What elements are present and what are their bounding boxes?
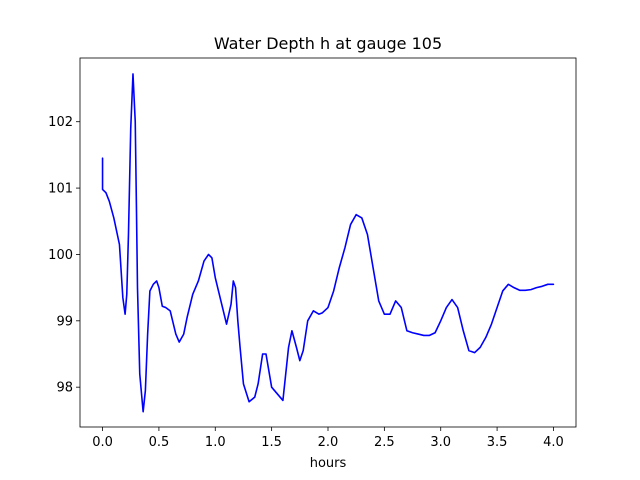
y-tick-label: 100 — [48, 248, 73, 263]
x-tick-label: 2.5 — [374, 435, 395, 450]
plot-area — [79, 57, 577, 428]
x-tick-label: 0.0 — [92, 435, 113, 450]
x-tick-label: 3.0 — [430, 435, 451, 450]
series-line — [101, 73, 555, 413]
y-tick-label: 98 — [56, 381, 73, 396]
y-tick-label: 99 — [56, 314, 73, 329]
y-tick-label: 102 — [48, 115, 73, 130]
x-tick-label: 4.0 — [543, 435, 564, 450]
x-tick-label: 0.5 — [149, 435, 170, 450]
x-tick-label: 3.5 — [487, 435, 508, 450]
y-tick-label: 101 — [48, 182, 73, 197]
x-tick-label: 1.0 — [205, 435, 226, 450]
x-axis-label: hours — [310, 456, 347, 471]
plot-background — [80, 58, 576, 427]
x-axis: 0.0 0.5 1.0 1.5 2.0 2.5 3.0 3.5 4.0 — [92, 427, 564, 450]
x-tick-label: 1.5 — [261, 435, 282, 450]
y-axis: 98 99 100 101 102 — [48, 115, 80, 396]
chart-title: Water Depth h at gauge 105 — [214, 34, 442, 53]
x-tick-label: 2.0 — [318, 435, 339, 450]
